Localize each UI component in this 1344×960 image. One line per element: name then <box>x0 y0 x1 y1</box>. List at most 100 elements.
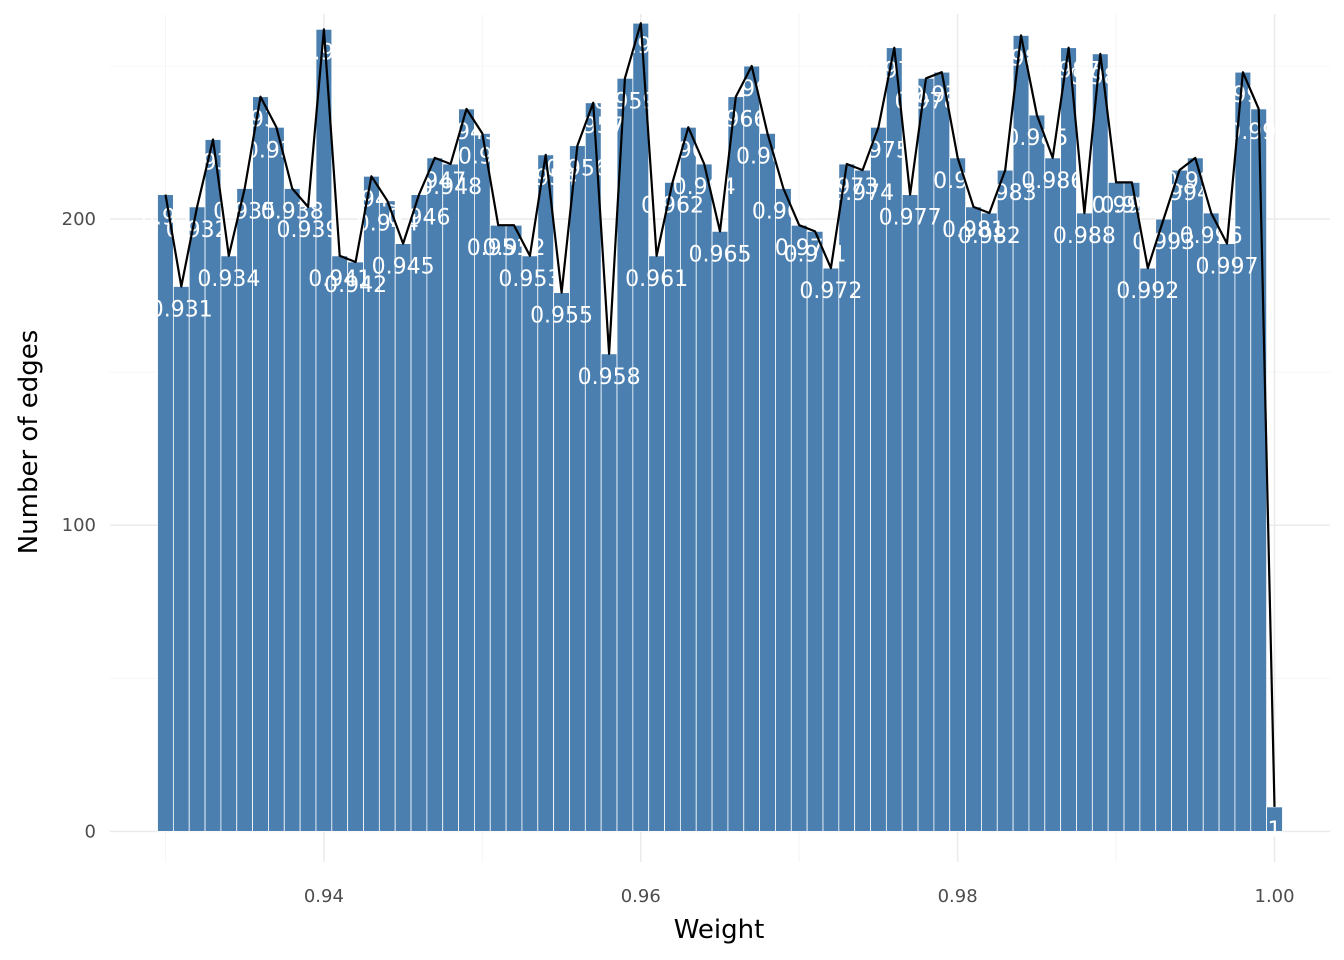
bar-19 <box>458 108 475 832</box>
bar-label-46: 0.976 <box>863 59 926 84</box>
bar-53 <box>996 169 1014 832</box>
bar-64 <box>1171 169 1188 832</box>
bar-52 <box>981 212 998 832</box>
bar-36 <box>727 96 745 832</box>
bar-label-62: 0.992 <box>1116 279 1179 304</box>
bar-label-8: 0.938 <box>261 199 324 224</box>
bar-label-33: 0.963 <box>657 138 720 163</box>
bar-1 <box>172 286 190 832</box>
y-axis-title: Number of edges <box>14 330 44 555</box>
bar-label-40: 0.97 <box>775 236 824 261</box>
bar-39 <box>775 188 792 832</box>
bar-label-41: 0.971 <box>784 242 847 267</box>
bar-label-70: 1 <box>1268 818 1282 843</box>
bar-10 <box>315 28 333 832</box>
bar-label-6: 0.936 <box>229 108 292 133</box>
bar-label-22: 0.952 <box>483 236 546 261</box>
bar-label-43: 0.973 <box>815 175 878 200</box>
bar-label-38: 0.968 <box>736 144 799 169</box>
x-tick-label-1: 0.96 <box>621 886 661 907</box>
bar-18 <box>442 163 459 832</box>
bar-3 <box>204 139 222 832</box>
bar-label-60: 0.99 <box>1092 193 1141 218</box>
bar-45 <box>870 126 887 832</box>
bar-label-55: 0.985 <box>1005 126 1068 151</box>
bar-46 <box>885 47 903 832</box>
bar-label-25: 0.955 <box>530 304 593 329</box>
bar-label-0: 0.93 <box>141 206 190 231</box>
bar-label-61: 0.991 <box>1100 193 1163 218</box>
bar-label-1: 0.931 <box>150 297 213 322</box>
bar-label-7: 0.937 <box>245 138 308 163</box>
bar-label-54: 0.984 <box>990 46 1053 71</box>
bar-label-36: 0.966 <box>704 108 767 133</box>
bar-59 <box>1091 53 1109 832</box>
trend-line <box>164 22 1276 807</box>
bar-label-26: 0.956 <box>546 157 609 182</box>
x-tick-label-2: 0.98 <box>938 886 978 907</box>
x-axis-title: Weight <box>674 915 765 945</box>
bar-56 <box>1044 157 1062 832</box>
bar-58 <box>1076 212 1093 832</box>
bar-22 <box>505 224 523 832</box>
bar-0 <box>157 194 174 832</box>
bar-label-42: 0.972 <box>799 279 862 304</box>
bar-label-49: 0.979 <box>910 83 973 108</box>
bar-54 <box>1012 35 1030 832</box>
bar-label-31: 0.961 <box>625 267 688 292</box>
bar-16 <box>410 194 428 832</box>
y-tick-label-0: 0 <box>85 821 96 842</box>
bar-label-17: 0.947 <box>403 169 466 194</box>
bar-label-45: 0.975 <box>847 138 910 163</box>
x-tick-label-0: 0.94 <box>304 886 344 907</box>
bar-label-19: 0.949 <box>435 120 498 145</box>
bar-8 <box>283 188 301 832</box>
bar-label-59: 0.989 <box>1069 65 1132 90</box>
bar-48 <box>917 77 935 832</box>
bar-21 <box>489 224 507 832</box>
bar-label-58: 0.988 <box>1053 224 1116 249</box>
bar-label-24: 0.954 <box>514 166 577 191</box>
bar-9 <box>299 206 317 832</box>
bar-label-2: 0.932 <box>166 218 229 243</box>
bar-4 <box>220 255 238 832</box>
bar-label-16: 0.946 <box>387 206 450 231</box>
bar-62 <box>1139 267 1157 832</box>
bar-23 <box>521 255 539 832</box>
bar-label-37: 0.967 <box>720 77 783 102</box>
bar-label-18: 0.948 <box>419 175 482 200</box>
x-axis-ticks: 0.94 0.96 0.98 1.00 <box>304 886 1295 907</box>
bar-label-68: 0.998 <box>1211 83 1274 108</box>
bar-33 <box>679 126 697 832</box>
bar-37 <box>743 65 761 832</box>
bar-label-13: 0.943 <box>340 187 403 212</box>
bar-51 <box>965 206 982 832</box>
bar-label-12: 0.942 <box>324 273 387 298</box>
y-tick-label-2: 200 <box>62 209 96 230</box>
bar-label-52: 0.982 <box>958 224 1021 249</box>
bar-label-15: 0.945 <box>372 255 435 280</box>
bar-41 <box>806 230 824 832</box>
bar-27 <box>584 102 602 832</box>
bar-57 <box>1060 47 1077 832</box>
bar-38 <box>759 132 776 832</box>
bar-42 <box>822 267 840 832</box>
bar-47 <box>901 194 919 832</box>
bar-40 <box>790 224 808 832</box>
bar-67 <box>1218 243 1236 832</box>
bar-50 <box>949 157 966 832</box>
bar-15 <box>394 243 412 832</box>
bar-69 <box>1250 108 1268 832</box>
y-axis-ticks: 0 100 200 <box>62 209 96 842</box>
y-tick-label-1: 100 <box>62 515 96 536</box>
bar-label-65: 0.995 <box>1164 169 1227 194</box>
bar-label-35: 0.965 <box>689 242 752 267</box>
bar-35 <box>711 230 729 832</box>
bar-55 <box>1028 114 1046 832</box>
bar-label-4: 0.934 <box>197 267 260 292</box>
bar-31 <box>648 255 665 832</box>
bar-label-21: 0.951 <box>467 236 530 261</box>
bar-label-47: 0.977 <box>879 206 942 231</box>
bar-label-50: 0.98 <box>933 169 982 194</box>
